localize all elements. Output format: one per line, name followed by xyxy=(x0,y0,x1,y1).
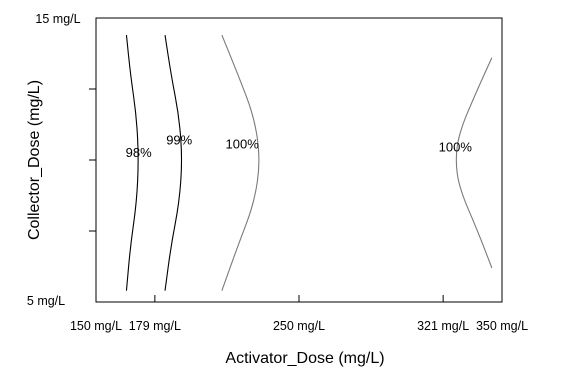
contour-label: 99% xyxy=(166,132,192,147)
x-tick-label: 350 mg/L xyxy=(476,319,528,333)
x-axis-label: Activator_Dose (mg/L) xyxy=(225,350,384,367)
contour-line xyxy=(455,57,493,269)
tick-labels: 150 mg/L 179 mg/L 250 mg/L 321 mg/L 350 mg/L… xyxy=(27,12,528,333)
contour-line xyxy=(125,34,139,291)
x-tick-label: 150 mg/L xyxy=(70,319,122,333)
contour-line xyxy=(164,34,183,291)
contour-lines: 98% 99% 100% 100% xyxy=(125,34,493,291)
y-axis-label: Collector_Dose (mg/L) xyxy=(26,80,43,240)
plot-frame xyxy=(95,17,503,303)
x-tick-label: 250 mg/L xyxy=(273,319,325,333)
contour-line xyxy=(221,34,260,291)
axis-ticks xyxy=(89,88,503,302)
y-min-label: 5 mg/L xyxy=(27,294,65,308)
contour-label: 100% xyxy=(226,137,260,152)
x-tick-label: 321 mg/L xyxy=(417,319,469,333)
contour-label: 98% xyxy=(126,145,152,160)
contour-label: 100% xyxy=(439,139,473,154)
x-tick-label: 179 mg/L xyxy=(129,319,181,333)
y-max-label: 15 mg/L xyxy=(35,12,80,26)
